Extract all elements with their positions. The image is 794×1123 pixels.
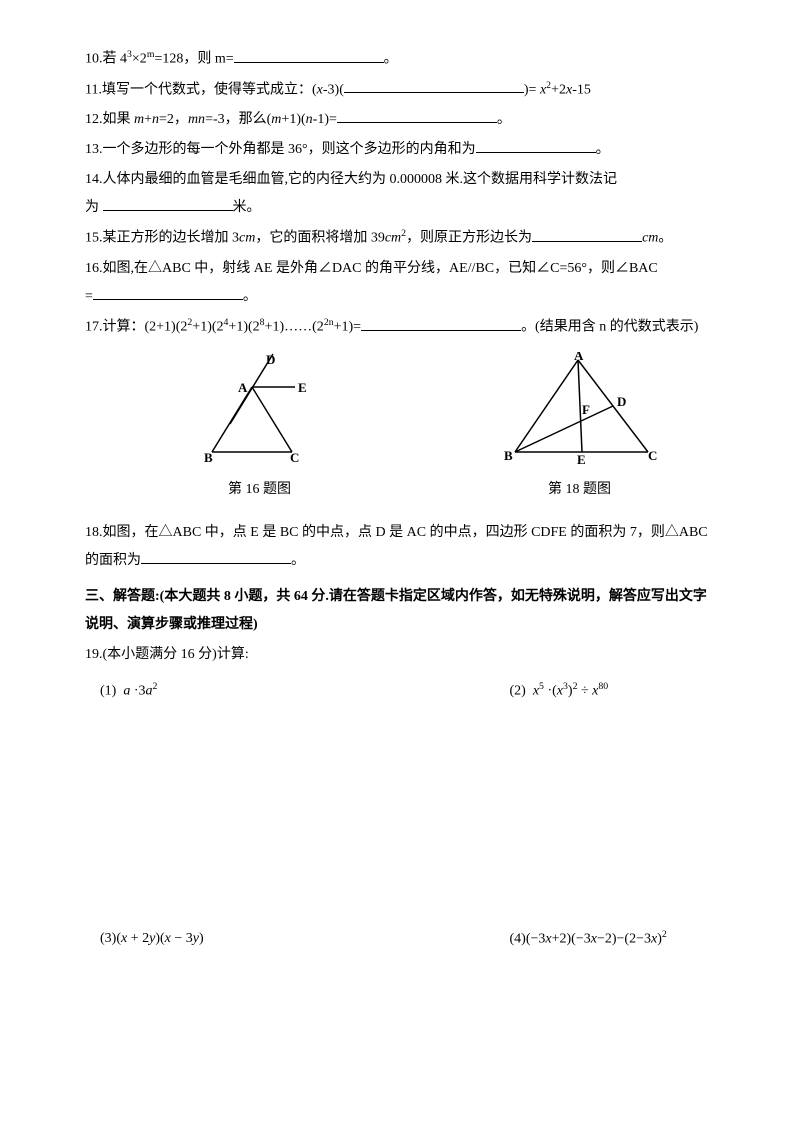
figures-row: A B C D E 第 16 题图 A B C D E F 第 18 题图 [85, 352, 709, 504]
svg-text:D: D [266, 352, 275, 367]
question-19-header: 19.(本小题满分 16 分)计算: [85, 641, 709, 669]
question-10: 10.若 43×2m=128，则 m=。 [85, 45, 709, 74]
blank-q10 [234, 46, 384, 63]
question-13: 13.一个多边形的每一个外角都是 36°，则这个多边形的内角和为。 [85, 136, 709, 164]
question-18: 18.如图，在△ABC 中，点 E 是 BC 的中点，点 D 是 AC 的中点，… [85, 519, 709, 575]
blank-q17 [361, 314, 521, 331]
svg-text:A: A [574, 352, 584, 363]
blank-q11 [344, 77, 524, 94]
blank-q18 [141, 547, 291, 564]
calc-row-2: (3)(x + 2y)(x − 3y) (4)(−3x+2)(−3x−2)−(2… [85, 925, 709, 954]
figure-16-svg: A B C D E [190, 352, 330, 467]
calc-3: (3)(x + 2y)(x − 3y) [100, 925, 300, 954]
svg-text:E: E [298, 380, 307, 395]
calc-row-1: (1) a ·3a2 (2) x5 ·(x3)2 ÷ x80 [85, 677, 709, 706]
svg-text:B: B [204, 450, 213, 465]
figure-16: A B C D E 第 16 题图 [190, 352, 330, 504]
calc-2: (2) x5 ·(x3)2 ÷ x80 [300, 677, 710, 706]
calc-1: (1) a ·3a2 [100, 677, 300, 706]
section-3-title: 三、解答题:(本大题共 8 小题，共 64 分.请在答题卡指定区域内作答，如无特… [85, 583, 709, 639]
question-11: 11.填写一个代数式，使得等式成立：(x-3)()= x2+2x-15 [85, 76, 709, 105]
figure-18: A B C D E F 第 18 题图 [500, 352, 660, 504]
svg-text:B: B [504, 448, 513, 463]
blank-q14 [103, 195, 233, 212]
question-14: 14.人体内最细的血管是毛细血管,它的内径大约为 0.000008 米.这个数据… [85, 166, 709, 222]
svg-text:C: C [648, 448, 657, 463]
blank-q15 [532, 225, 642, 242]
figure-16-caption: 第 16 题图 [190, 476, 330, 504]
svg-text:D: D [617, 394, 626, 409]
question-15: 15.某正方形的边长增加 3cm，它的面积将增加 39cm2，则原正方形边长为c… [85, 224, 709, 253]
blank-q12 [337, 107, 497, 124]
figure-18-svg: A B C D E F [500, 352, 660, 467]
blank-q13 [476, 137, 596, 154]
svg-text:A: A [238, 380, 248, 395]
calc-4: (4)(−3x+2)(−3x−2)−(2−3x)2 [300, 925, 710, 954]
svg-text:F: F [582, 402, 590, 417]
svg-text:C: C [290, 450, 299, 465]
svg-text:E: E [577, 452, 586, 467]
question-17: 17.计算：(2+1)(22+1)(24+1)(28+1)……(22n+1)=。… [85, 313, 709, 342]
blank-q16 [93, 283, 243, 300]
figure-18-caption: 第 18 题图 [500, 476, 660, 504]
question-16: 16.如图,在△ABC 中，射线 AE 是外角∠DAC 的角平分线，AE//BC… [85, 255, 709, 311]
question-12: 12.如果 m+n=2，mn=-3，那么(m+1)(n-1)=。 [85, 106, 709, 134]
